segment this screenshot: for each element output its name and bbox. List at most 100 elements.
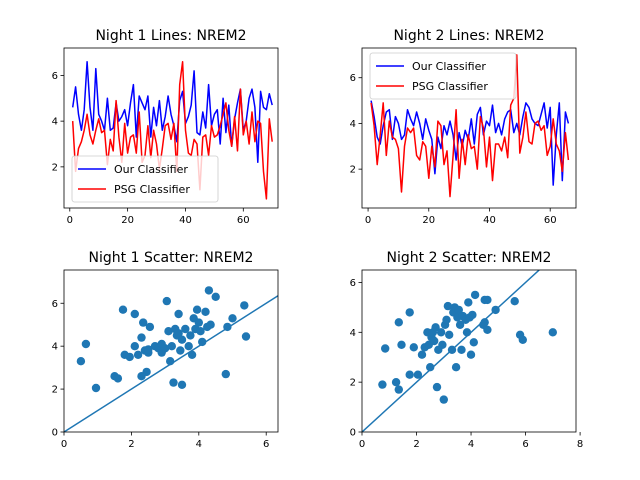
night1-lines-x-tick-label: 60	[237, 215, 250, 226]
night1-scatter-point	[91, 383, 101, 393]
night2-scatter-point	[431, 323, 440, 332]
night1-lines-legend-box	[71, 155, 219, 203]
night2-lines-legend-label: PSG Classifier	[412, 80, 488, 93]
night2-lines-title: Night 2 Lines: NREM2	[393, 28, 544, 44]
night2-scatter-point	[442, 315, 451, 324]
night1-lines-plot-area	[71, 60, 273, 200]
night2-scatter-x-tick-label: 0	[359, 439, 365, 450]
night2-scatter-point	[483, 325, 492, 334]
night1-scatter-point	[133, 350, 143, 359]
night1-scatter-point	[206, 320, 215, 329]
night1-scatter-point	[169, 378, 178, 387]
night1-scatter-point	[139, 318, 148, 327]
night1-scatter-point	[174, 309, 183, 319]
night2-scatter-title: Night 2 Scatter: NREM2	[387, 250, 552, 266]
night2-scatter-plot-area	[362, 270, 557, 432]
night1-scatter-point	[177, 380, 187, 389]
night2-lines-x-tick-label: 0	[365, 215, 371, 226]
night1-lines-axes-frame	[63, 47, 279, 209]
night2-lines-legend-label: Our Classifier	[412, 60, 486, 73]
night2-scatter-point	[451, 363, 461, 372]
night2-lines-axes-frame	[361, 47, 577, 209]
night2-lines-x-tick-label: 20	[422, 215, 435, 226]
night1-lines-title: Night 1 Lines: NREM2	[95, 28, 246, 44]
night1-scatter-point	[241, 332, 251, 341]
night1-scatter-x-tick-label: 2	[128, 439, 134, 450]
night1-lines-y-tick-label: 2	[52, 162, 58, 173]
night1-scatter-point	[160, 344, 170, 353]
night2-scatter-point	[405, 308, 414, 317]
night2-scatter-point	[470, 290, 480, 300]
night2-scatter-point	[409, 343, 418, 352]
night1-scatter-point	[194, 318, 203, 327]
night1-scatter-point	[118, 305, 128, 314]
night1-scatter-axes-frame	[63, 269, 279, 433]
night1-lines-x-tick-label: 40	[179, 215, 192, 226]
night1-scatter-point	[142, 367, 151, 377]
night2-scatter-x-tick-label: 2	[413, 439, 419, 450]
night2-scatter-point	[469, 338, 478, 347]
night1-scatter-point	[201, 307, 210, 316]
night1-scatter-point	[192, 305, 202, 314]
night1-scatter-point	[166, 357, 175, 366]
night1-scatter-point	[176, 346, 185, 355]
night1-scatter-point	[130, 309, 139, 319]
night1-scatter-point	[164, 327, 173, 336]
night1-scatter-y-tick-label: 4	[52, 342, 58, 353]
night1-scatter-point	[196, 327, 205, 336]
night1-scatter-point	[137, 333, 146, 342]
night2-scatter-y-tick-label: 6	[350, 278, 356, 289]
night1-scatter-point	[130, 342, 139, 351]
night2-scatter-point	[439, 395, 448, 404]
night2-lines-series-psg-classifier-line	[370, 54, 570, 198]
night2-scatter-point	[518, 335, 527, 344]
night2-scatter-y-tick-label: 2	[350, 378, 356, 389]
night1-scatter-point	[198, 337, 207, 347]
night2-lines-y-tick-label: 6	[350, 73, 356, 84]
night1-scatter-point	[186, 331, 195, 340]
night1-lines-x-tick-label: 0	[67, 215, 73, 226]
night1-scatter-y-tick-label: 2	[52, 385, 58, 396]
night1-scatter-y-tick-label: 6	[52, 299, 58, 310]
night1-scatter-point	[81, 339, 91, 349]
night2-scatter-point	[468, 310, 477, 320]
night1-scatter-point	[167, 342, 176, 351]
night2-lines-legend-box	[369, 52, 517, 100]
night2-scatter-point	[443, 301, 453, 311]
night2-lines-panel: Night 2 Lines: NREM2 0 20 40 60 2 4 6 Our Classi…	[350, 28, 577, 226]
night2-scatter-point	[436, 328, 446, 337]
night1-scatter-point	[113, 374, 123, 383]
night2-scatter-y-tick-label: 4	[350, 328, 356, 339]
night1-scatter-point	[187, 350, 197, 359]
night2-scatter-point	[394, 318, 403, 327]
night2-scatter-point	[447, 345, 457, 354]
night2-scatter-point	[405, 370, 414, 379]
night2-scatter-point	[454, 305, 463, 315]
night2-scatter-point	[480, 318, 489, 327]
night1-lines-y-tick-label: 6	[52, 71, 58, 82]
night1-scatter-y-tick-label: 0	[52, 428, 58, 439]
night1-scatter-point	[181, 324, 190, 334]
night1-scatter-point	[177, 335, 187, 344]
night1-scatter-point	[240, 301, 249, 310]
night2-scatter-point	[394, 385, 403, 394]
night1-lines-panel: Night 1 Lines: NREM2 0 20 40 60 2 4 6 Our Classi…	[52, 28, 279, 226]
night2-scatter-point	[413, 370, 423, 379]
night1-scatter-point	[223, 322, 232, 332]
night1-scatter-point	[211, 292, 220, 301]
night2-scatter-point	[462, 328, 472, 337]
night1-lines-x-tick-label: 20	[121, 215, 134, 226]
night1-scatter-x-tick-label: 0	[61, 439, 67, 450]
night2-scatter-axes-frame	[361, 269, 577, 433]
night1-scatter-point	[228, 314, 237, 323]
night1-lines-legend-label: Our Classifier	[114, 163, 188, 176]
night2-lines-x-tick-label: 40	[483, 215, 496, 226]
night2-scatter-point	[417, 350, 427, 359]
night2-scatter-point	[397, 340, 406, 349]
night2-scatter-panel: Night 2 Scatter: NREM2 0 2 4 6 8 0 2 4 6	[350, 250, 584, 450]
night2-scatter-point	[430, 336, 439, 346]
night2-scatter-point	[455, 320, 465, 329]
night1-lines-legend: Our Classifier PSG Classifier	[71, 155, 219, 203]
night2-scatter-point	[466, 350, 476, 359]
